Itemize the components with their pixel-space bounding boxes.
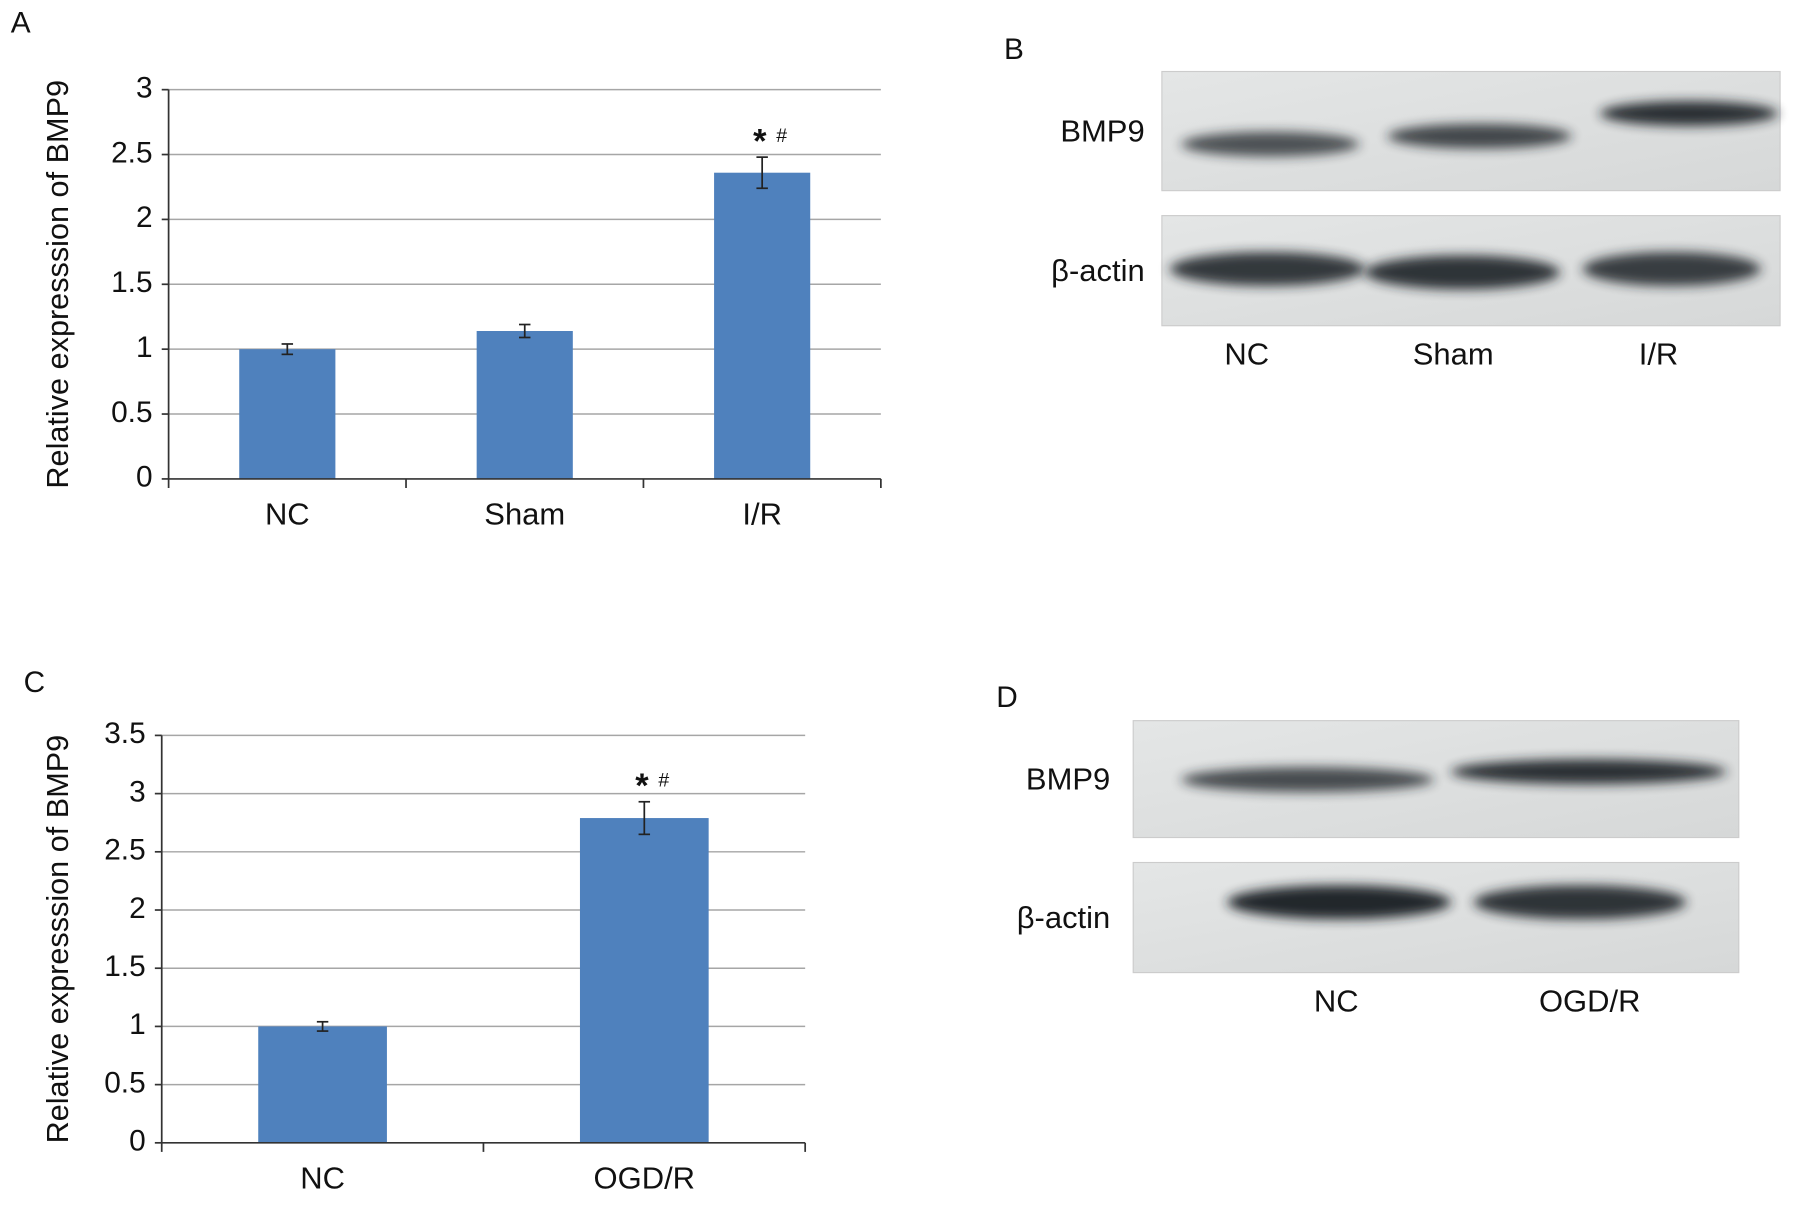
blot-band — [1169, 251, 1365, 286]
blot-row-label: β-actin — [1017, 900, 1111, 935]
x-tick-label: Sham — [484, 497, 565, 532]
y-tick-label: 3 — [129, 776, 146, 809]
blot-row-label: BMP9 — [1060, 114, 1144, 149]
x-tick-label: NC — [300, 1161, 345, 1196]
significance-mark: * — [753, 123, 767, 161]
bar — [714, 172, 811, 479]
blot-lane-label: NC — [1224, 337, 1269, 372]
blot-row-label: β-actin — [1051, 253, 1145, 288]
y-tick-label: 1 — [136, 331, 153, 364]
y-tick-label: 0 — [129, 1125, 146, 1158]
y-axis-label: Relative expresssion of BMP9 — [40, 80, 75, 489]
y-tick-label: 0.5 — [104, 1067, 145, 1100]
error-bar — [281, 343, 294, 356]
blot-band — [1181, 131, 1360, 157]
panel-label: B — [1004, 33, 1024, 66]
y-tick-label: 2.5 — [111, 136, 152, 169]
y-axis-label: Relative expresssion of BMP9 — [40, 735, 75, 1144]
error-bar — [638, 800, 651, 836]
x-tick-label: OGD/R — [594, 1161, 695, 1196]
blot-band — [1181, 767, 1434, 793]
blot-band — [1450, 759, 1727, 785]
y-tick-label: 3 — [136, 72, 153, 105]
y-tick-label: 1 — [129, 1008, 146, 1041]
blot-lane-label: I/R — [1639, 337, 1679, 372]
blot-membrane — [1132, 861, 1740, 974]
significance-mark: # — [658, 770, 669, 792]
blot-band — [1227, 885, 1451, 920]
blot-lane-label: OGD/R — [1539, 983, 1640, 1018]
y-tick-label: 2.5 — [104, 834, 145, 867]
error-bar — [519, 323, 531, 339]
y-tick-label: 3.5 — [104, 717, 145, 750]
y-tick-label: 2 — [136, 201, 153, 234]
blot-band — [1582, 251, 1761, 286]
blot-band — [1387, 123, 1572, 149]
blot-band — [1600, 101, 1778, 126]
error-bar — [316, 1020, 329, 1032]
blot-band — [1473, 885, 1687, 920]
blot-lane-label: NC — [1314, 983, 1359, 1018]
y-tick-label: 0.5 — [111, 396, 152, 429]
x-tick-label: I/R — [742, 497, 782, 532]
bar — [258, 1026, 387, 1143]
panel-label: A — [11, 7, 31, 40]
panel-label: D — [996, 681, 1018, 714]
y-tick-label: 1.5 — [111, 266, 152, 299]
y-tick-label: 1.5 — [104, 950, 145, 983]
blot-band — [1364, 255, 1560, 290]
significance-mark: # — [776, 125, 787, 147]
error-bar — [756, 156, 768, 190]
x-tick-label: NC — [265, 497, 310, 532]
blot-row-label: BMP9 — [1026, 762, 1110, 797]
panel-label: C — [24, 666, 46, 699]
y-tick-label: 2 — [129, 892, 146, 925]
significance-mark: * — [635, 767, 649, 805]
bar — [239, 349, 336, 479]
y-tick-label: 0 — [136, 461, 153, 494]
bar — [579, 818, 709, 1143]
bar — [476, 331, 573, 479]
blot-lane-label: Sham — [1413, 337, 1494, 372]
